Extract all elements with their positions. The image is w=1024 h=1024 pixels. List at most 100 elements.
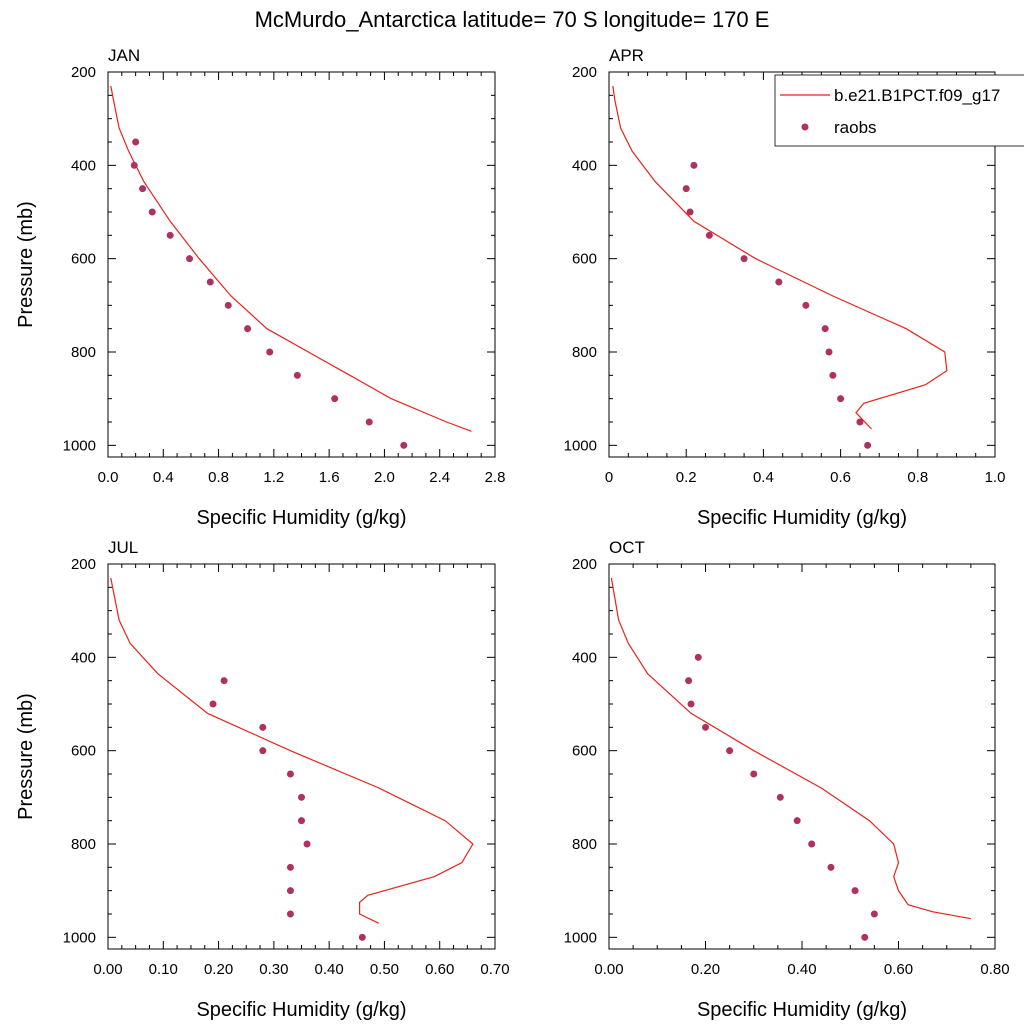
raobs-point [220, 677, 228, 685]
x-tick-label: 1.0 [985, 469, 1006, 486]
x-tick-label: 0.00 [93, 961, 122, 978]
raobs-point [286, 887, 294, 895]
raobs-point [244, 325, 252, 333]
legend-model-label: b.e21.B1PCT.f09_g17 [834, 86, 1000, 105]
y-tick-label: 1000 [63, 929, 96, 946]
x-tick-label: 2.4 [429, 469, 450, 486]
y-tick-label: 400 [572, 649, 597, 666]
x-tick-label: 0.50 [370, 961, 399, 978]
panel-oct: 0.00 0.20 0.40 0.60 0.80 200 400 600 800 1000 OCT S… [564, 538, 1010, 1021]
raobs-point [286, 770, 294, 778]
x-tick-label: 0.70 [480, 961, 509, 978]
raobs-point [186, 255, 194, 263]
raobs-point [686, 208, 694, 216]
y-tick-label: 200 [71, 64, 96, 81]
raobs-point [702, 723, 709, 731]
model-series-line [110, 577, 474, 924]
raobs-point [856, 418, 864, 426]
legend: b.e21.B1PCT.f09_g17 raobs [774, 74, 1024, 147]
raobs-point [132, 138, 140, 146]
x-axis-label: Specific Humidity (g/kg) [196, 999, 406, 1021]
raobs-point [827, 863, 835, 871]
raobs-point [148, 208, 156, 216]
raobs-point [130, 161, 138, 169]
x-tick-label: 0.8 [907, 469, 928, 486]
legend-obs-label: raobs [834, 118, 877, 137]
x-tick-label: 0 [605, 469, 613, 486]
raobs-point [209, 700, 217, 708]
y-tick-label: 1000 [564, 437, 597, 454]
raobs-point [776, 793, 784, 801]
model-series-line [610, 577, 972, 920]
panel-jan: 0.0 0.4 0.8 1.2 1.6 2.0 2.4 2.8 200 400 600 800 1000… [15, 46, 505, 529]
y-axis-label: Pressure (mb) [15, 201, 37, 328]
y-tick-label: 800 [572, 344, 597, 361]
raobs-point [286, 863, 294, 871]
raobs-point [775, 278, 783, 286]
raobs-point [740, 255, 748, 263]
raobs-point [139, 185, 147, 193]
y-tick-label: 800 [572, 836, 597, 853]
panel-label: JAN [108, 46, 140, 65]
y-tick-label: 200 [572, 64, 597, 81]
raobs-point [259, 723, 267, 731]
figure-title: McMurdo_Antarctica latitude= 70 S longit… [255, 7, 770, 32]
plot-frame [608, 563, 996, 950]
x-tick-label: 0.40 [315, 961, 344, 978]
x-tick-label: 0.10 [149, 961, 178, 978]
raobs-point [331, 395, 339, 403]
y-tick-label: 1000 [63, 437, 96, 454]
x-tick-label: 0.80 [980, 961, 1009, 978]
raobs-point [793, 817, 801, 825]
y-tick-label: 200 [71, 556, 96, 573]
y-axis-label: Pressure (mb) [15, 693, 37, 820]
x-tick-label: 0.20 [691, 961, 720, 978]
y-tick-label: 600 [71, 743, 96, 760]
y-tick-label: 200 [572, 556, 597, 573]
raobs-point [682, 185, 690, 193]
raobs-point [298, 817, 305, 825]
x-tick-label: 1.2 [263, 469, 284, 486]
y-tick-label: 600 [572, 251, 597, 268]
panel-jul: 0.00 0.10 0.20 0.30 0.40 0.50 0.60 0.70 200 400 60… [15, 538, 510, 1021]
x-tick-label: 0.60 [425, 961, 454, 978]
x-axis-label: Specific Humidity (g/kg) [196, 507, 406, 529]
raobs-point [808, 840, 816, 848]
raobs-point [821, 325, 829, 333]
raobs-point [224, 301, 232, 309]
raobs-point [358, 933, 366, 941]
raobs-point [694, 653, 702, 661]
x-tick-label: 0.8 [208, 469, 229, 486]
panel-label: APR [609, 46, 644, 65]
raobs-point [861, 933, 869, 941]
y-tick-label: 400 [71, 649, 96, 666]
y-tick-label: 1000 [564, 929, 597, 946]
x-tick-label: 1.6 [319, 469, 340, 486]
raobs-point [870, 910, 878, 918]
y-tick-label: 400 [572, 157, 597, 174]
panels: 0.0 0.4 0.8 1.2 1.6 2.0 2.4 2.8 200 400 600 800 1000… [15, 46, 1010, 1021]
raobs-point [750, 770, 758, 778]
plot-frame [107, 71, 496, 458]
panel-apr: 0 0.2 0.4 0.6 0.8 1.0 200 400 600 800 1000 APR Speci… [564, 46, 1006, 529]
x-axis-label: Specific Humidity (g/kg) [697, 999, 907, 1021]
raobs-point [687, 700, 695, 708]
raobs-point [206, 278, 214, 286]
model-series-line [110, 85, 472, 432]
raobs-point [802, 301, 810, 309]
raobs-point [829, 371, 837, 379]
raobs-point [685, 677, 693, 685]
legend-obs-swatch [801, 123, 809, 131]
raobs-point [864, 441, 872, 449]
x-tick-label: 0.30 [259, 961, 288, 978]
y-tick-label: 600 [71, 251, 96, 268]
raobs-point [303, 840, 311, 848]
raobs-point [690, 161, 698, 169]
x-tick-label: 0.00 [594, 961, 623, 978]
raobs-point [837, 395, 845, 403]
x-tick-label: 0.6 [830, 469, 851, 486]
x-tick-label: 0.2 [676, 469, 697, 486]
x-tick-label: 2.8 [485, 469, 506, 486]
raobs-point [726, 747, 734, 755]
